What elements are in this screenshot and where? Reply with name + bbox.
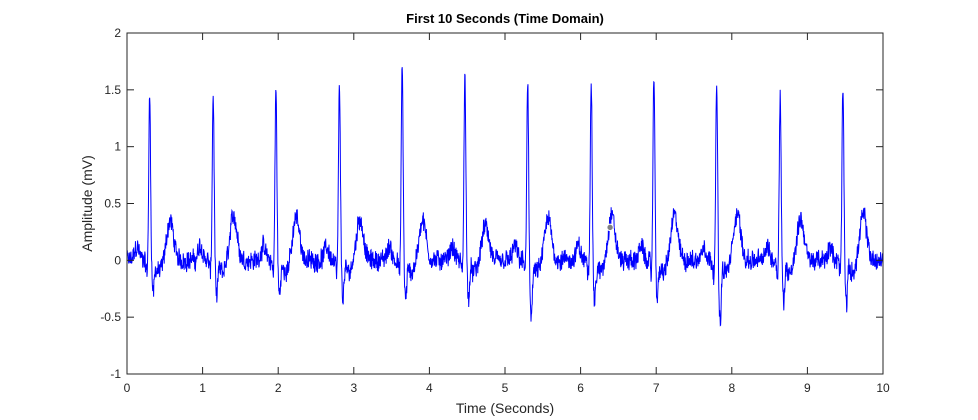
y-tick-label: -1 xyxy=(110,367,121,381)
x-tick-label: 7 xyxy=(653,381,660,395)
x-tick-label: 0 xyxy=(124,381,131,395)
y-tick-label: 1 xyxy=(114,140,121,154)
x-tick-label: 3 xyxy=(350,381,357,395)
x-tick-label: 6 xyxy=(577,381,584,395)
chart-title: First 10 Seconds (Time Domain) xyxy=(406,11,604,26)
plot-frame xyxy=(126,32,884,375)
x-tick-label: 8 xyxy=(728,381,735,395)
plot-area: 0 1 2 3 4 5 6 7 8 9 10 -1 -0.5 0 0.5 1 1.5 2 xyxy=(100,26,890,395)
y-axis: -1 -0.5 0 0.5 1 1.5 2 xyxy=(100,26,883,381)
x-tick-label: 10 xyxy=(876,381,890,395)
y-tick-label: -0.5 xyxy=(100,310,121,324)
y-axis-label: Amplitude (mV) xyxy=(79,155,95,251)
y-tick-label: 1.5 xyxy=(104,83,121,97)
x-tick-label: 2 xyxy=(275,381,282,395)
x-tick-label: 1 xyxy=(199,381,206,395)
ecg-signal-line xyxy=(126,67,884,327)
y-tick-label: 0.5 xyxy=(104,197,121,211)
data-cursor-marker[interactable] xyxy=(606,223,614,232)
x-tick-label: 4 xyxy=(426,381,433,395)
y-tick-label: 0 xyxy=(114,253,121,267)
x-tick-label: 9 xyxy=(804,381,811,395)
x-tick-label: 5 xyxy=(502,381,509,395)
x-axis: 0 1 2 3 4 5 6 7 8 9 10 xyxy=(124,33,890,395)
y-tick-label: 2 xyxy=(114,26,121,40)
x-axis-label: Time (Seconds) xyxy=(456,400,554,416)
